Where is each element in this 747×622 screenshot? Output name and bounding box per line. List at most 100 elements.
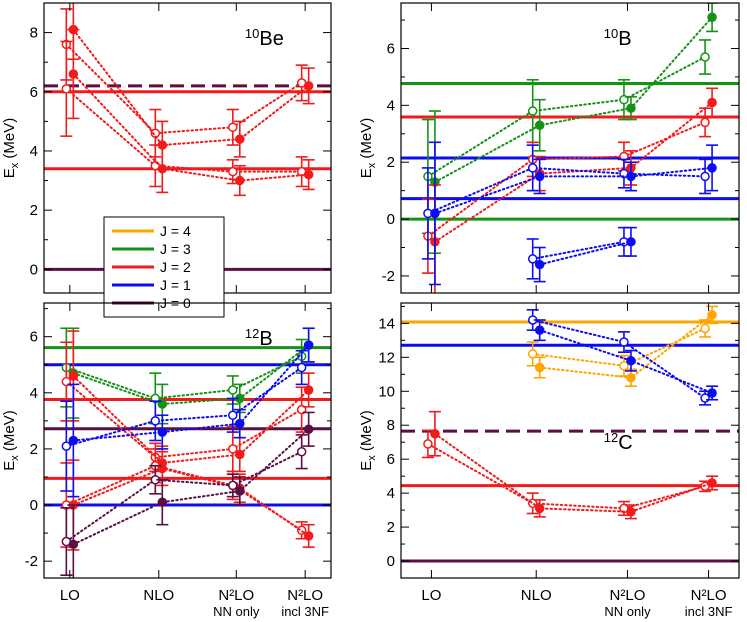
data-point-open [700, 323, 710, 334]
y-axis-label-unit: (MeV) [358, 410, 375, 455]
y-axis-label-main: E [1, 168, 18, 178]
series-connector [72, 428, 310, 546]
data-point-open [61, 376, 72, 387]
data-point-filled [157, 399, 168, 409]
panel-frame [400, 302, 740, 579]
series-connector [72, 467, 310, 537]
series-connector [531, 240, 625, 260]
data-point-filled [68, 371, 79, 381]
panel-frame [43, 302, 332, 579]
data-point-open [527, 106, 538, 116]
data-point-filled [303, 424, 314, 435]
series-connector [433, 166, 714, 215]
series-connector [65, 355, 303, 400]
series-connector [433, 16, 714, 184]
series-connector [426, 56, 707, 178]
data-point-filled [235, 486, 245, 496]
data-point-filled [68, 435, 79, 446]
data-point-open [228, 480, 238, 491]
y-tick-label: 0 [30, 261, 38, 278]
x-tick-sublabel: NN only [213, 604, 260, 619]
y-tick-label: 0 [387, 553, 395, 570]
data-point-filled [235, 134, 245, 144]
x-tick-label: LO [60, 587, 80, 604]
legend-label: J = 3 [160, 241, 191, 257]
data-point-open [700, 52, 710, 62]
legend-label: J = 2 [160, 259, 191, 275]
series-connector [72, 374, 310, 464]
series-connector [65, 366, 303, 448]
y-tick-label: 8 [387, 417, 395, 434]
x-tick-label: N²LO [218, 587, 254, 604]
y-tick-label: 4 [30, 143, 38, 160]
nucleus-symbol: B [259, 328, 272, 350]
nucleus-mass-number: 10 [245, 26, 259, 41]
series-connector [433, 432, 714, 513]
y-tick-label: 2 [30, 441, 38, 458]
data-point-open [228, 444, 238, 454]
series-connector [65, 464, 303, 532]
data-point-filled [626, 237, 636, 247]
x-tick-label: N²LO [691, 587, 727, 604]
series-connector [72, 344, 310, 406]
data-point-open [150, 416, 161, 426]
y-axis-label-unit: (MeV) [1, 118, 18, 163]
data-point-filled [626, 372, 636, 383]
series-connector [531, 327, 707, 367]
y-axis-label-main: E [1, 461, 18, 471]
data-point-open [61, 441, 72, 451]
plot-area [401, 3, 739, 293]
y-tick-label: 4 [387, 97, 395, 114]
data-point-filled [303, 340, 314, 350]
y-axis-label-unit: (MeV) [1, 410, 18, 455]
data-point-filled [430, 208, 440, 219]
data-point-open [296, 362, 307, 373]
data-point-filled [707, 12, 717, 22]
y-axis-label-subscript: x [9, 455, 21, 461]
y-tick-label: 0 [387, 211, 395, 228]
series-connector [65, 87, 303, 173]
series-connector [72, 28, 310, 147]
x-tick-label: NLO [143, 587, 174, 604]
nucleus-mass-number: 12 [604, 430, 618, 445]
y-tick-label: 2 [387, 519, 395, 536]
y-tick-label: 4 [387, 485, 395, 502]
series-connector [426, 442, 707, 510]
nucleus-label: 10B [604, 26, 632, 50]
data-point-filled [534, 259, 545, 270]
data-point-filled [707, 478, 717, 488]
x-tick-label: NLO [521, 587, 552, 604]
data-point-filled [303, 81, 314, 91]
data-point-filled [430, 428, 440, 439]
data-point-filled [534, 503, 545, 514]
data-point-open [527, 254, 538, 264]
nucleus-symbol: Be [259, 28, 283, 50]
x-tick-sublabel: NN only [604, 604, 651, 619]
data-point-open [228, 166, 238, 177]
data-point-open [228, 410, 238, 420]
y-axis-label-subscript: x [366, 162, 378, 168]
data-point-filled [707, 310, 717, 320]
data-point-open [228, 385, 238, 395]
y-axis-label: Ex (MeV) [1, 118, 21, 179]
x-tick-label: LO [421, 587, 441, 604]
series-connector [72, 344, 310, 442]
y-axis-label-main: E [358, 461, 375, 471]
y-tick-label: 6 [387, 451, 395, 468]
data-point-open [619, 361, 629, 371]
data-point-open [619, 94, 629, 105]
y-axis-label-main: E [358, 168, 375, 178]
legend-label: J = 1 [160, 277, 191, 293]
data-point-open [527, 349, 538, 359]
data-point-filled [534, 120, 545, 131]
data-point-filled [303, 169, 314, 180]
nucleus-mass-number: 12 [245, 326, 259, 341]
data-point-filled [235, 449, 245, 460]
y-axis-label: Ex (MeV) [358, 410, 378, 471]
y-axis-label-subscript: x [9, 162, 21, 168]
data-point-filled [303, 385, 314, 395]
data-point-filled [534, 362, 545, 373]
